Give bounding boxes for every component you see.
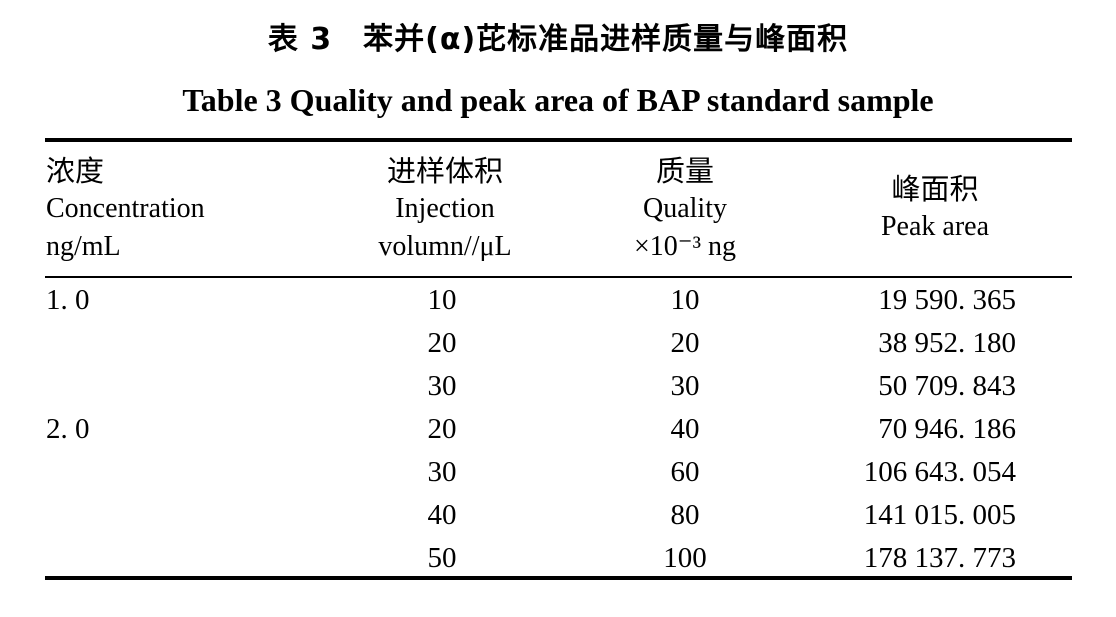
cell-injection: 20 xyxy=(427,327,457,359)
header-quality-cn: 质量 xyxy=(655,154,714,188)
header-quality-en: Quality xyxy=(643,193,727,224)
cell-quality: 80 xyxy=(670,499,700,531)
header-peak-en: Peak area xyxy=(880,211,990,242)
cell-injection: 30 xyxy=(427,370,457,402)
cell-quality: 30 xyxy=(670,370,700,402)
cell-injection: 40 xyxy=(427,499,457,531)
cell-quality: 60 xyxy=(670,456,700,488)
header-concentration-unit: ng/mL xyxy=(46,231,121,262)
table-row: 1. 0 10 10 19 590. 365 xyxy=(0,279,1116,322)
header-injection-cn: 进样体积 xyxy=(386,154,503,188)
header-rule xyxy=(45,276,1072,278)
header-peak-area: 峰面积 Peak area xyxy=(830,170,1040,246)
header-peak-cn: 峰面积 xyxy=(891,172,979,206)
cell-injection: 50 xyxy=(427,542,457,574)
cell-quality: 100 xyxy=(663,542,707,574)
cell-injection: 10 xyxy=(427,284,457,316)
cell-concentration: 2. 0 xyxy=(46,413,90,445)
header-concentration: 浓度 Concentration ng/mL xyxy=(46,152,205,266)
cell-peak-area: 178 137. 773 xyxy=(863,542,1016,574)
header-concentration-en: Concentration xyxy=(46,193,205,224)
top-rule xyxy=(45,138,1072,142)
cell-quality: 10 xyxy=(670,284,700,316)
table-row: 30 30 50 709. 843 xyxy=(0,365,1116,408)
bottom-rule xyxy=(45,576,1072,580)
table-row: 2. 0 20 40 70 946. 186 xyxy=(0,408,1116,451)
cell-peak-area: 50 709. 843 xyxy=(878,370,1016,402)
header-quality: 质量 Quality ×10⁻³ ng xyxy=(600,152,770,266)
cell-injection: 30 xyxy=(427,456,457,488)
table-title-chinese: 表 3 苯并(α)芘标准品进样质量与峰面积 xyxy=(267,22,849,57)
cell-peak-area: 19 590. 365 xyxy=(878,284,1016,316)
header-injection-en: Injection xyxy=(395,193,495,224)
cell-peak-area: 106 643. 054 xyxy=(863,456,1016,488)
table-title-english: Table 3 Quality and peak area of BAP sta… xyxy=(182,82,934,118)
cell-concentration: 1. 0 xyxy=(46,284,90,316)
cell-peak-area: 141 015. 005 xyxy=(863,499,1016,531)
table-row: 30 60 106 643. 054 xyxy=(0,451,1116,494)
table-row: 50 100 178 137. 773 xyxy=(0,537,1116,580)
header-injection-unit: volumn//μL xyxy=(378,231,512,262)
cell-peak-area: 70 946. 186 xyxy=(878,413,1016,445)
cell-injection: 20 xyxy=(427,413,457,445)
cell-peak-area: 38 952. 180 xyxy=(878,327,1016,359)
header-quality-unit: ×10⁻³ ng xyxy=(634,231,736,262)
cell-quality: 20 xyxy=(670,327,700,359)
header-injection: 进样体积 Injection volumn//μL xyxy=(340,152,550,266)
table-row: 20 20 38 952. 180 xyxy=(0,322,1116,365)
header-concentration-cn: 浓度 xyxy=(46,154,105,188)
table-row: 40 80 141 015. 005 xyxy=(0,494,1116,537)
cell-quality: 40 xyxy=(670,413,700,445)
